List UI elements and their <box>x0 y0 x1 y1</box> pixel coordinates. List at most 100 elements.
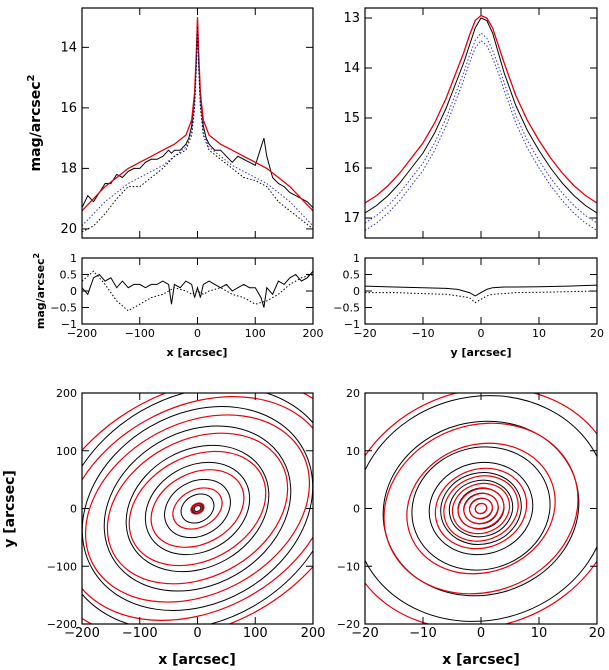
contour_core-model-ellipse <box>457 487 505 530</box>
profile-x-ticks: 14 16 18 20 <box>60 8 314 238</box>
profile-x-curves <box>82 17 313 233</box>
residual_y-xtick-label: −10 <box>411 327 434 340</box>
profile_x-series-model-line <box>82 17 313 212</box>
contour_core-xtick-label: 20 <box>589 626 606 641</box>
residual_y-ytick-label: 0.5 <box>343 269 361 282</box>
profile_y-ytick-label: 17 <box>343 211 360 226</box>
contour_wide-xtick-label: 200 <box>301 626 326 641</box>
contour_core-ytick-label: 20 <box>346 387 360 400</box>
contour_core-data-contour <box>440 472 522 545</box>
residual-x-ylabel: mag/arcsec2 <box>32 253 47 329</box>
contour-wide-xlabel: x [arcsec] <box>158 652 235 668</box>
contour_wide-xtick-label: −200 <box>64 626 100 641</box>
contour_wide-ytick-label: −200 <box>47 618 77 631</box>
contour-wide-panel: 200 100 0 −100 −200−200 −100 0 100 200 y [arcsec… <box>2 387 326 668</box>
residual_y-ytick-label: −1 <box>344 318 360 331</box>
contour_wide-xtick-label: −100 <box>122 626 158 641</box>
contour_core-data-contour <box>457 487 505 530</box>
contour_core-xtick-label: −20 <box>351 626 378 641</box>
contour_wide-xtick-label: 0 <box>193 626 201 641</box>
residual-x-frame <box>81 257 314 325</box>
residual-y-panel: 1 0.5 0 −0.5 −1−20 −10 0 10 20 y [arcsec] <box>333 252 604 359</box>
residual_x-ytick-label: 0 <box>70 285 77 298</box>
contour_core-model-ellipse <box>365 393 597 624</box>
profile_x-ytick-label: 20 <box>60 222 77 237</box>
contour_core-xtick-label: 0 <box>477 626 485 641</box>
residual_x-series-residual-line <box>82 270 313 308</box>
contour-core-panel: 20 10 0 −10 −20−20 −10 0 10 20 x [arcsec] <box>337 387 605 668</box>
residual_x-xtick-label: −200 <box>67 327 97 340</box>
profile_x-ytick-label: 16 <box>60 101 77 116</box>
profile_x-ytick-label: 18 <box>60 161 77 176</box>
contour_core-xtick-label: 10 <box>531 626 548 641</box>
contour_core-model-ellipse <box>434 467 528 550</box>
residual_x-xtick-label: 200 <box>303 327 324 340</box>
contour_wide-data-contour <box>193 505 202 512</box>
contour-core-plot <box>365 393 597 624</box>
residual-y-frame <box>364 257 598 325</box>
contour_wide-xtick-label: 100 <box>243 626 268 641</box>
residual-x-panel: 1 0.5 0 −0.5 −1−200 −100 0 100 200 mag/arcsec2 x… <box>32 252 324 359</box>
contour-wide-plot <box>82 393 313 624</box>
contour_core-data-contour <box>428 461 534 556</box>
residual_x-ytick-label: 1 <box>70 252 77 265</box>
residual_x-xtick-label: 0 <box>194 327 201 340</box>
residual_x-ytick-label: −0.5 <box>50 302 77 315</box>
contour_wide-data-contour <box>82 393 313 624</box>
contour_core-model-ellipse <box>468 497 494 520</box>
contour-core-xlabel: x [arcsec] <box>442 652 519 668</box>
profile_y-series-psf-line <box>365 32 597 224</box>
residual-y-curves <box>365 284 597 304</box>
profile_y-series-data-other-axis--line <box>365 39 597 231</box>
contour_core-data-contour <box>382 420 580 597</box>
contour_wide-model-ellipse <box>190 502 205 515</box>
contour_core-ytick-label: 0 <box>353 503 360 516</box>
contour_core-model-ellipse <box>451 482 511 535</box>
residual-y-ticks: 1 0.5 0 −0.5 −1−20 −10 0 10 20 <box>333 252 604 340</box>
contour_wide-ytick-label: 0 <box>70 503 77 516</box>
contour_wide-model-ellipse <box>192 504 203 513</box>
contour_wide-data-contour <box>144 461 251 556</box>
residual_y-xtick-label: 10 <box>532 327 546 340</box>
contour_wide-model-ellipse <box>150 469 245 548</box>
contour_wide-model-ellipse <box>106 432 289 585</box>
contour_core-model-ellipse <box>463 492 499 525</box>
residual_y-series-residual-line <box>365 284 597 297</box>
contour_wide-ytick-label: 200 <box>56 387 77 400</box>
contour_core-ytick-label: −10 <box>337 560 360 573</box>
profile_x-series-data-other-axis--line <box>82 26 313 233</box>
residual_y-xtick-label: 20 <box>590 327 604 340</box>
profile_y-series-data-line <box>365 17 597 214</box>
contour_wide-model-ellipse <box>172 487 223 530</box>
profile_x-ytick-label: 14 <box>60 40 77 55</box>
contour_wide-data-contour <box>82 406 313 611</box>
residual_x-xtick-label: 100 <box>245 327 266 340</box>
residual-x-curves <box>82 270 313 312</box>
profile-x-ylabel: mag/arcsec2 <box>26 75 44 172</box>
contour-core-ticks: 20 10 0 −10 −20−20 −10 0 10 20 <box>337 387 605 641</box>
contour_core-model-ellipse <box>443 475 519 542</box>
contour_core-model-ellipse <box>383 422 579 595</box>
contour_wide-model-ellipse <box>82 396 313 621</box>
contour_wide-data-contour <box>125 444 270 573</box>
contour_core-ytick-label: 10 <box>346 445 360 458</box>
residual_x-ytick-label: −1 <box>61 318 77 331</box>
profile-y-ticks: 13 14 15 16 17 <box>343 8 598 238</box>
contour_wide-model-ellipse <box>128 450 267 567</box>
profile_y-series-model-line <box>365 14 597 204</box>
profile_x-series-data-line <box>82 20 313 209</box>
residual_y-ytick-label: 1 <box>353 252 360 265</box>
profile-y-panel: 13 14 15 16 17 <box>343 7 598 239</box>
contour_wide-data-contour <box>180 493 215 524</box>
residual_y-xtick-label: −20 <box>353 327 376 340</box>
profile-y-frame <box>364 7 598 239</box>
contour-wide-ticks: 200 100 0 −100 −200−200 −100 0 100 200 <box>47 387 326 641</box>
profile_y-ytick-label: 15 <box>343 111 360 126</box>
residual-x-ticks: 1 0.5 0 −0.5 −1−200 −100 0 100 200 <box>50 252 323 340</box>
contour_core-data-contour <box>365 395 597 622</box>
profile-y-curves <box>365 14 597 231</box>
profile-x-panel: 14 16 18 20 mag/arcsec2 <box>26 7 314 239</box>
contour_core-data-contour <box>411 446 551 571</box>
residual_y-ytick-label: −0.5 <box>333 302 360 315</box>
